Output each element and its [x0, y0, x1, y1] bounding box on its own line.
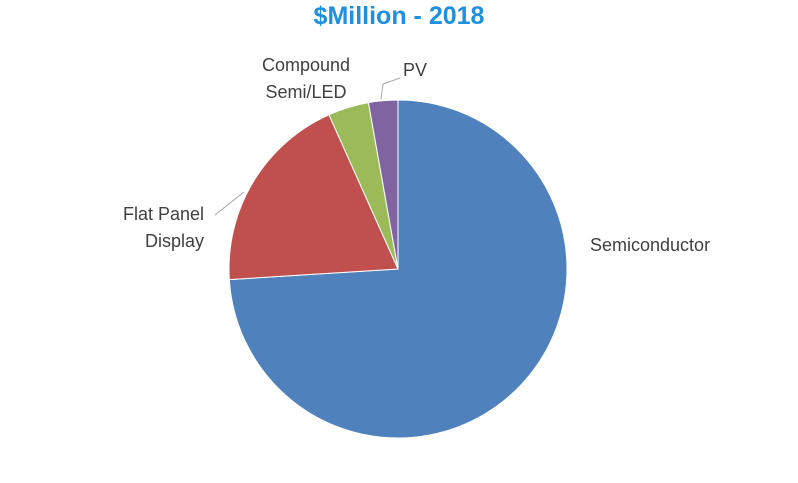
slice-label-flat-panel-display: Flat Panel Display — [123, 204, 204, 251]
pie-slice-pv — [367, 99, 399, 270]
slice-labels: Semiconductor Flat Panel Display Compound Se… — [123, 55, 710, 255]
leader-lines — [214, 77, 401, 216]
leader-line-flat-panel-display — [214, 191, 245, 216]
pie-slices — [228, 99, 568, 439]
leader-line-pv — [380, 77, 401, 100]
slice-label-compound-semi-led: Compound Semi/LED — [262, 55, 350, 102]
slice-label-pv: PV — [403, 60, 427, 80]
chart-title: $Million - 2018 — [313, 2, 485, 30]
pie-slice-flat-panel-display — [228, 114, 399, 281]
slice-label-semiconductor: Semiconductor — [590, 235, 710, 255]
